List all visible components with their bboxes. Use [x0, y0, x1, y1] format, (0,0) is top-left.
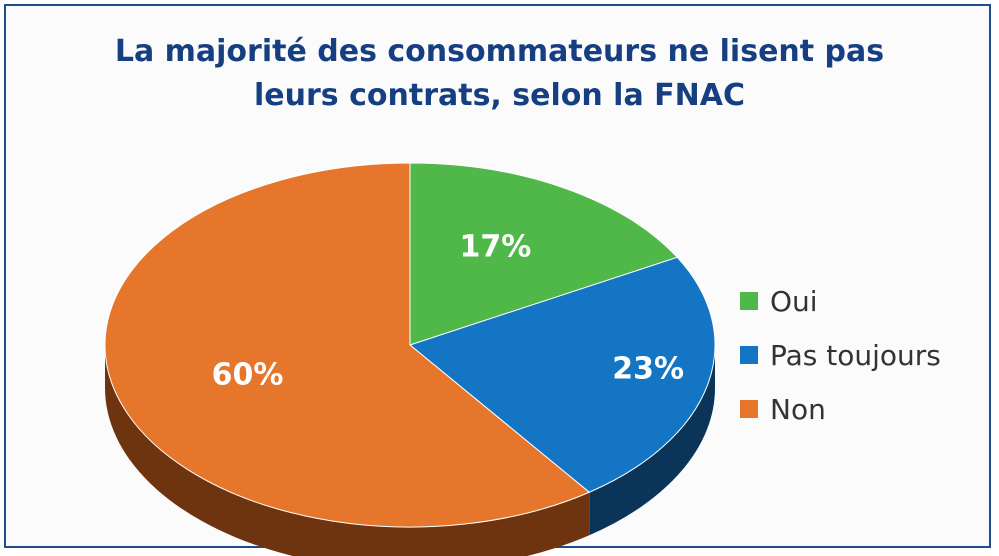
legend-label-oui: Oui: [770, 284, 818, 318]
pie-slice-oui: [409, 162, 679, 346]
chart-legend: Oui Pas toujours Non: [740, 274, 941, 436]
legend-label-pas-toujours: Pas toujours: [770, 338, 941, 372]
legend-item-non: Non: [740, 382, 941, 436]
legend-item-oui: Oui: [740, 274, 941, 328]
pie-side-pas-toujours: [589, 345, 715, 536]
legend-swatch-non: [740, 400, 758, 418]
pie-sides: [105, 345, 715, 556]
legend-swatch-pas-toujours: [740, 346, 758, 364]
chart-title-line-1: La majorité des consommateurs ne lisent …: [114, 34, 885, 69]
value-label-oui: 17%: [459, 229, 531, 264]
value-label-pas-toujours: 23%: [612, 352, 684, 387]
value-label-non: 60%: [212, 357, 284, 392]
pie-slice-non: [104, 162, 591, 528]
chart-title-line-2: leurs contrats, selon la FNAC: [254, 78, 745, 113]
pie-top: [104, 162, 716, 528]
pie-side-non: [105, 345, 590, 556]
pie-slice-pas-toujours: [408, 256, 716, 493]
legend-swatch-oui: [740, 292, 758, 310]
legend-label-non: Non: [770, 392, 826, 426]
chart-title: La majorité des consommateurs ne lisent …: [0, 30, 999, 118]
legend-item-pas-toujours: Pas toujours: [740, 328, 941, 382]
